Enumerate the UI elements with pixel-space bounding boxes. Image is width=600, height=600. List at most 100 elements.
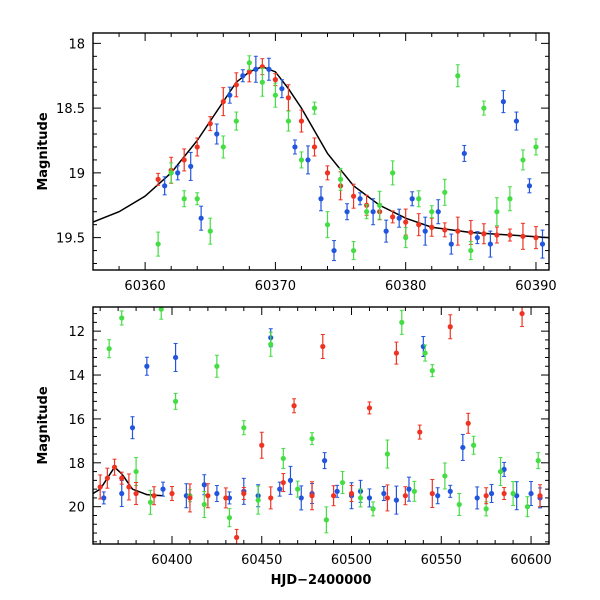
- data-point: [175, 170, 181, 176]
- data-point: [241, 490, 247, 497]
- data-point: [259, 442, 265, 448]
- data-point: [448, 241, 454, 247]
- data-point: [207, 121, 213, 127]
- data-point: [144, 363, 150, 369]
- y-tick-label: 18: [68, 457, 85, 472]
- data-point: [364, 209, 370, 215]
- data-point: [393, 350, 400, 356]
- data-point: [339, 479, 346, 486]
- data-point: [298, 118, 305, 124]
- data-point: [172, 354, 179, 361]
- data-point: [535, 458, 541, 464]
- data-point: [97, 484, 103, 490]
- data-point: [411, 488, 417, 494]
- series-1: [162, 55, 546, 262]
- data-point: [513, 118, 520, 124]
- data-point: [396, 215, 402, 221]
- data-point: [311, 144, 318, 150]
- data-point: [344, 209, 350, 215]
- data-point: [320, 343, 326, 350]
- data-point: [447, 324, 453, 330]
- data-point: [520, 157, 526, 163]
- data-point: [246, 60, 252, 66]
- data-point: [287, 477, 294, 483]
- x-tick-label: 60370: [255, 279, 296, 294]
- data-point: [422, 350, 428, 356]
- data-point: [309, 493, 315, 499]
- data-point: [292, 144, 298, 150]
- series-1: [106, 307, 541, 534]
- data-point: [366, 495, 373, 501]
- data-point: [324, 222, 331, 228]
- data-point: [494, 209, 500, 215]
- x-tick-label: 60450: [241, 553, 282, 568]
- data-point: [409, 196, 415, 202]
- data-point: [442, 227, 448, 233]
- data-point: [416, 222, 422, 228]
- data-point: [455, 73, 461, 79]
- data-point: [160, 486, 166, 492]
- data-point: [494, 232, 500, 238]
- data-point: [331, 247, 337, 254]
- data-point: [435, 209, 441, 215]
- data-point: [101, 495, 107, 501]
- data-point: [334, 488, 340, 494]
- data-point: [172, 398, 179, 404]
- data-point: [268, 495, 274, 501]
- data-point: [181, 196, 187, 202]
- data-point: [194, 196, 200, 202]
- data-point: [442, 473, 448, 479]
- data-point: [447, 488, 453, 494]
- data-point: [384, 451, 391, 457]
- data-point: [104, 475, 110, 481]
- y-tick-label: 18.5: [56, 102, 85, 117]
- data-point: [305, 157, 311, 163]
- data-point: [422, 228, 428, 234]
- x-tick-label: 60360: [124, 279, 165, 294]
- data-point: [390, 170, 396, 176]
- x-tick-label: 60500: [331, 553, 372, 568]
- data-point: [241, 425, 247, 431]
- data-point: [429, 209, 435, 215]
- data-point: [487, 241, 493, 247]
- plot-area: [93, 307, 543, 544]
- data-point: [214, 490, 220, 497]
- data-point: [366, 405, 373, 411]
- data-point: [198, 215, 204, 221]
- data-point: [298, 157, 305, 163]
- data-point: [285, 95, 292, 101]
- data-point: [468, 247, 474, 254]
- data-point: [205, 493, 211, 499]
- data-point: [227, 92, 233, 98]
- model-curve: [93, 65, 549, 239]
- data-point: [381, 490, 387, 497]
- data-point: [318, 196, 324, 202]
- data-point: [279, 86, 285, 92]
- data-point: [111, 464, 118, 470]
- x-tick-label: 60550: [421, 553, 462, 568]
- plot-area: [93, 55, 549, 262]
- data-point: [168, 170, 174, 176]
- data-point: [298, 495, 304, 501]
- x-tick-label: 60400: [151, 553, 192, 568]
- data-point: [214, 363, 220, 369]
- data-point: [220, 99, 226, 105]
- data-point: [321, 458, 328, 464]
- data-point: [201, 482, 207, 488]
- data-point: [429, 368, 435, 374]
- data-point: [507, 232, 513, 238]
- data-point: [474, 495, 480, 501]
- data-point: [119, 315, 125, 321]
- data-point: [500, 99, 506, 105]
- data-point: [416, 196, 422, 202]
- data-point: [528, 490, 534, 497]
- data-point: [155, 241, 161, 247]
- data-point: [406, 486, 412, 492]
- data-point: [481, 105, 487, 111]
- y-axis-title: Magnitude: [36, 386, 51, 465]
- data-point: [442, 189, 448, 195]
- data-point: [403, 219, 409, 225]
- data-point: [194, 144, 200, 150]
- data-point: [106, 346, 112, 352]
